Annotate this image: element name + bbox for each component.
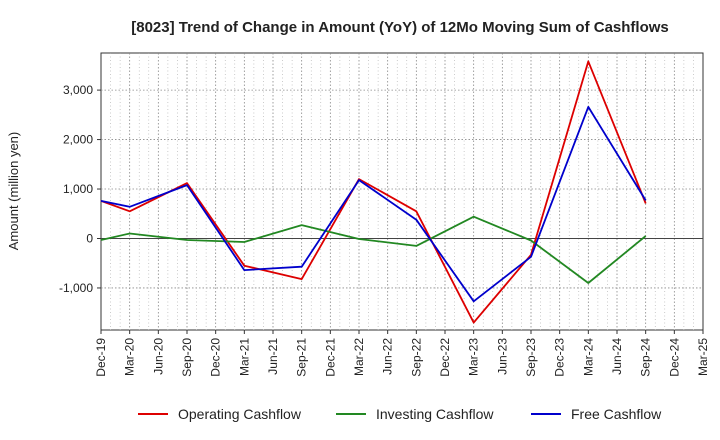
x-tick-label: Mar-23 <box>467 338 481 376</box>
x-tick-label: Dec-24 <box>667 338 681 377</box>
y-tick-label: 0 <box>86 231 93 245</box>
x-tick-label: Dec-22 <box>438 338 452 377</box>
x-tick-label: Mar-24 <box>581 338 595 376</box>
legend: Operating Cashflow Investing Cashflow Free… <box>138 406 662 422</box>
y-tick-label: -1,000 <box>59 281 93 295</box>
x-tick-label: Jun-20 <box>151 338 165 375</box>
chart-title: [8023] Trend of Change in Amount (YoY) o… <box>131 19 669 36</box>
x-tick-label: Jun-23 <box>495 338 509 375</box>
series-line-2 <box>100 215 647 284</box>
x-tick-label: Dec-20 <box>209 338 223 377</box>
legend-label: Investing Cashflow <box>376 406 494 422</box>
series-line-3 <box>100 106 647 303</box>
plot-area: Dec-19 Mar-20 Jun-20 Sep-20 Dec-20 Mar-21 Jun-… <box>59 52 710 377</box>
y-tick-label: 3,000 <box>63 83 93 97</box>
legend-label: Free Cashflow <box>571 406 662 422</box>
y-tick-label: 1,000 <box>63 182 93 196</box>
y-tick-label: 2,000 <box>63 133 93 147</box>
y-axis-label: Amount (million yen) <box>6 132 21 251</box>
x-tick-label: Jun-24 <box>610 338 624 375</box>
x-tick-label: Mar-22 <box>352 338 366 376</box>
x-tick-label: Jun-21 <box>266 338 280 375</box>
x-tick-label: Dec-19 <box>94 338 108 377</box>
x-tick-label: Dec-23 <box>553 338 567 377</box>
x-tick-label: Dec-21 <box>323 338 337 377</box>
x-tick-label: Mar-20 <box>123 338 137 376</box>
x-tick-label: Mar-21 <box>237 338 251 376</box>
x-tick-label: Sep-24 <box>639 338 653 377</box>
x-tick-label: Sep-21 <box>295 338 309 377</box>
x-tick-label: Sep-22 <box>409 338 423 377</box>
x-tick-label: Sep-20 <box>180 338 194 377</box>
x-tick-label: Sep-23 <box>524 338 538 377</box>
x-tick-label: Jun-22 <box>381 338 395 375</box>
x-tick-label: Mar-25 <box>696 338 710 376</box>
legend-label: Operating Cashflow <box>178 406 302 422</box>
